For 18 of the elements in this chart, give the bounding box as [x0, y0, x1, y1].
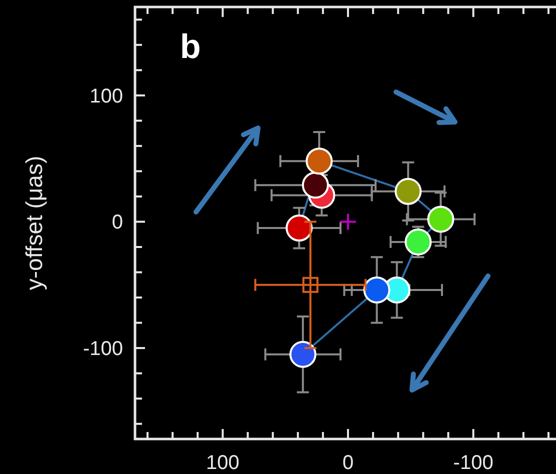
x-tick-label: 100 — [206, 452, 240, 474]
x-tick-label: -100 — [453, 452, 494, 474]
point — [394, 178, 422, 205]
point — [306, 148, 333, 175]
point — [339, 212, 358, 231]
point — [427, 206, 454, 233]
point — [289, 340, 316, 368]
y-tick-label: -100 — [82, 338, 123, 360]
point — [286, 214, 313, 242]
point — [302, 276, 318, 293]
point — [302, 172, 329, 199]
y-tick-label: 100 — [90, 85, 123, 108]
x-tick-label: 0 — [342, 452, 354, 474]
point — [363, 276, 390, 304]
y-tick-label: 0 — [112, 212, 123, 234]
text: b — [180, 28, 201, 66]
point — [404, 228, 432, 256]
y-axis-title: y-offset (μas) — [21, 156, 47, 290]
